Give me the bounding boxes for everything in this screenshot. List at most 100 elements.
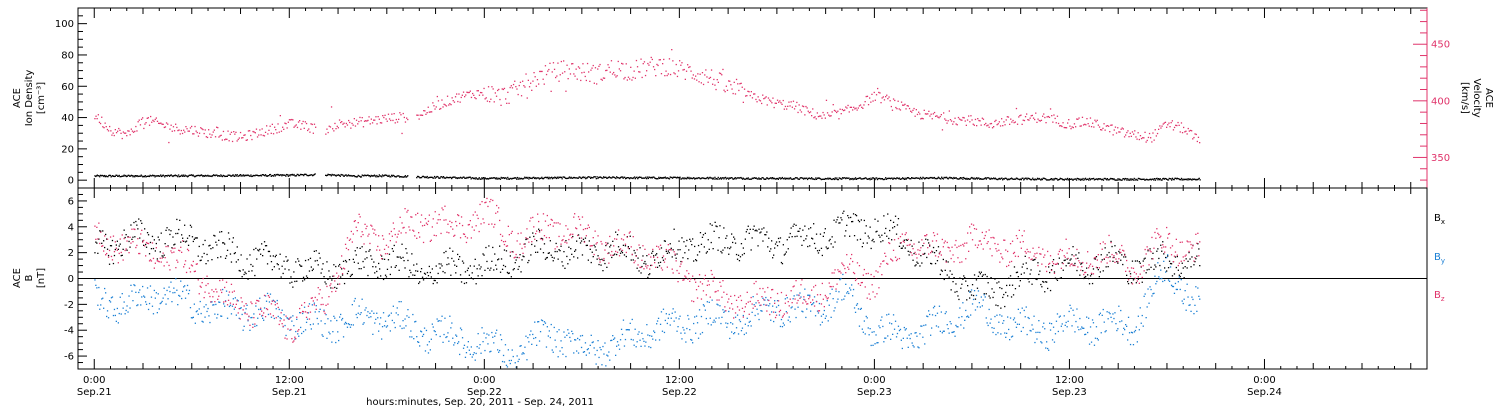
- density-point: [771, 178, 773, 180]
- bx-point: [150, 248, 153, 250]
- velocity-point: [989, 123, 991, 125]
- bx-point: [235, 261, 237, 263]
- bx-point: [929, 245, 931, 247]
- density-point: [562, 176, 564, 178]
- density-point: [798, 178, 801, 180]
- density-point: [370, 174, 372, 177]
- velocity-point: [1122, 128, 1124, 130]
- by-point: [1052, 326, 1055, 328]
- density-point: [554, 176, 556, 178]
- density-point: [1154, 179, 1157, 181]
- density-point: [1145, 179, 1147, 181]
- velocity-point: [715, 88, 717, 91]
- bx-point: [762, 240, 764, 242]
- by-point: [534, 321, 536, 323]
- density-point: [728, 178, 730, 180]
- density-point: [967, 178, 969, 180]
- velocity-point: [360, 120, 362, 122]
- velocity-point: [197, 135, 200, 137]
- bx-point: [265, 245, 268, 247]
- density-point: [471, 177, 473, 179]
- bx-point: [338, 265, 340, 267]
- bz-point: [146, 242, 149, 244]
- bz-point: [351, 241, 353, 243]
- density-point: [631, 177, 633, 179]
- density-point: [976, 178, 979, 180]
- velocity-point: [138, 119, 140, 121]
- velocity-point: [724, 91, 726, 93]
- density-point: [979, 178, 981, 180]
- density-point: [1095, 178, 1097, 180]
- bx-point: [575, 249, 577, 251]
- velocity-point: [457, 100, 459, 103]
- by-point: [1071, 325, 1073, 327]
- by-point: [874, 343, 876, 345]
- by-point: [568, 332, 570, 334]
- velocity-point: [200, 127, 202, 129]
- bz-point: [338, 275, 340, 277]
- velocity-point: [1185, 130, 1187, 132]
- bx-point: [1085, 275, 1087, 278]
- density-point: [602, 177, 604, 179]
- density-point: [679, 176, 681, 178]
- bx-point: [267, 250, 270, 253]
- by-point: [134, 284, 136, 287]
- bx-point: [580, 240, 583, 242]
- bz-point: [260, 307, 262, 309]
- bx-point: [241, 276, 243, 278]
- density-point: [828, 177, 831, 179]
- density-point: [1199, 179, 1201, 181]
- bx-point: [1089, 275, 1092, 277]
- bx-point: [574, 250, 576, 252]
- density-point: [469, 176, 471, 178]
- density-point: [1047, 179, 1049, 181]
- density-point: [691, 178, 693, 180]
- velocity-point: [344, 126, 346, 128]
- density-point: [183, 175, 185, 177]
- bx-point: [937, 246, 940, 248]
- by-point: [1030, 330, 1032, 332]
- by-point: [609, 359, 611, 361]
- velocity-point: [591, 67, 593, 69]
- density-point: [898, 177, 901, 179]
- density-point: [1169, 178, 1171, 180]
- density-point: [607, 177, 609, 179]
- bx-point: [691, 244, 693, 246]
- by-point: [1009, 317, 1012, 319]
- velocity-point: [427, 106, 429, 108]
- bx-point: [477, 275, 479, 277]
- bx-point: [386, 268, 389, 270]
- bx-point: [440, 263, 442, 265]
- bz-point: [281, 323, 283, 325]
- bz-point: [124, 249, 126, 252]
- density-point: [564, 177, 567, 179]
- density-point: [601, 177, 603, 179]
- velocity-point: [230, 131, 233, 133]
- velocity-point: [1064, 127, 1066, 129]
- by-point: [297, 333, 299, 335]
- by-point: [306, 318, 309, 320]
- bx-point: [899, 242, 902, 244]
- velocity-point: [1047, 115, 1049, 118]
- velocity-point: [1119, 131, 1121, 133]
- density-point: [926, 177, 928, 179]
- bx-point: [387, 259, 390, 261]
- density-point: [568, 176, 571, 178]
- by-point: [772, 305, 774, 307]
- by-point: [774, 300, 776, 302]
- velocity-point: [1072, 126, 1074, 129]
- velocity-point: [824, 117, 826, 119]
- density-point: [168, 174, 170, 177]
- bx-point: [1013, 266, 1016, 268]
- by-point: [421, 335, 424, 337]
- velocity-point: [961, 119, 963, 121]
- bx-point: [430, 276, 432, 278]
- density-point: [384, 174, 386, 176]
- by-point: [565, 355, 567, 358]
- by-point: [1123, 327, 1125, 329]
- density-point: [525, 176, 528, 179]
- bx-point: [429, 271, 431, 274]
- velocity-point: [493, 101, 495, 103]
- by-point: [616, 341, 619, 343]
- bx-point: [1068, 262, 1070, 264]
